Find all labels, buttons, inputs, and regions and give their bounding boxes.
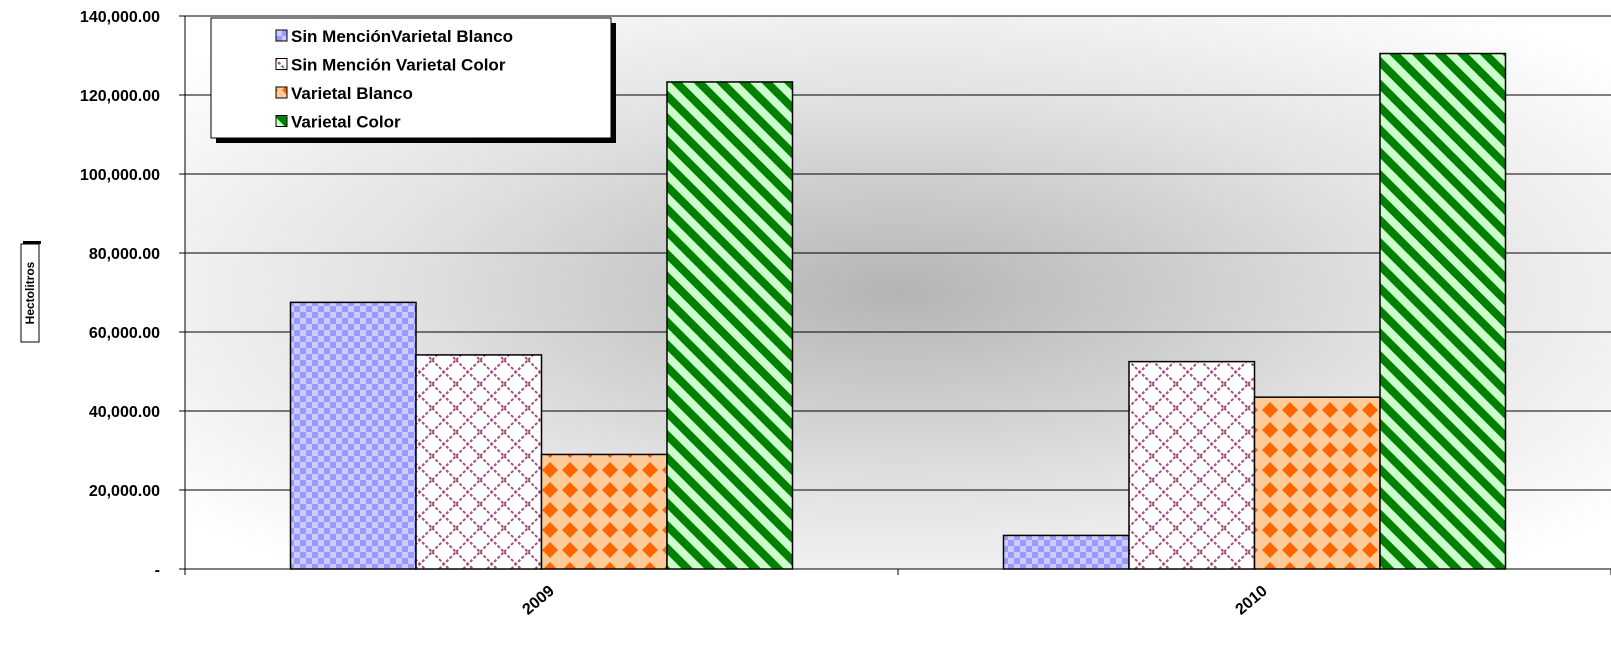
y-tick-label: 40,000.00 xyxy=(89,404,160,421)
legend-label: Sin Mención Varietal Color xyxy=(291,56,506,75)
y-axis-title: Hectolitros xyxy=(23,261,37,324)
bar xyxy=(1379,52,1507,570)
y-tick-label: 100,000.00 xyxy=(80,167,160,184)
bar xyxy=(1128,360,1256,570)
legend-swatch xyxy=(275,58,288,70)
y-tick-label: 120,000.00 xyxy=(80,88,160,105)
legend-swatch xyxy=(275,86,288,99)
y-tick-label: 80,000.00 xyxy=(89,246,160,263)
bars xyxy=(289,52,1507,570)
x-tick-label: 2010 xyxy=(1233,583,1271,619)
legend-swatch xyxy=(275,115,288,127)
y-tick-label: 140,000.00 xyxy=(80,9,160,26)
y-tick-label: - xyxy=(155,562,160,579)
bar xyxy=(415,354,543,570)
legend-label: Varietal Blanco xyxy=(291,84,413,103)
y-tick-label: 60,000.00 xyxy=(89,325,160,342)
y-axis-ticks: - 20,000.00 40,000.00 60,000.00 80,000.00 100… xyxy=(80,9,160,579)
legend: Sin MenciónVarietal Blanco Sin Mención Va… xyxy=(210,17,616,143)
legend-label: Sin MenciónVarietal Blanco xyxy=(291,27,513,46)
x-tick-label: 2009 xyxy=(520,583,558,619)
x-axis-ticks: 2009 2010 xyxy=(184,569,1611,619)
bar xyxy=(1253,396,1381,570)
legend-swatch xyxy=(275,29,288,42)
bar xyxy=(1002,534,1130,570)
bar xyxy=(540,453,668,570)
y-axis-title-box: Hectolitros xyxy=(20,241,41,343)
bar xyxy=(666,81,794,570)
legend-label: Varietal Color xyxy=(291,113,401,132)
bar xyxy=(289,301,417,570)
y-tick-label: 20,000.00 xyxy=(89,483,160,500)
